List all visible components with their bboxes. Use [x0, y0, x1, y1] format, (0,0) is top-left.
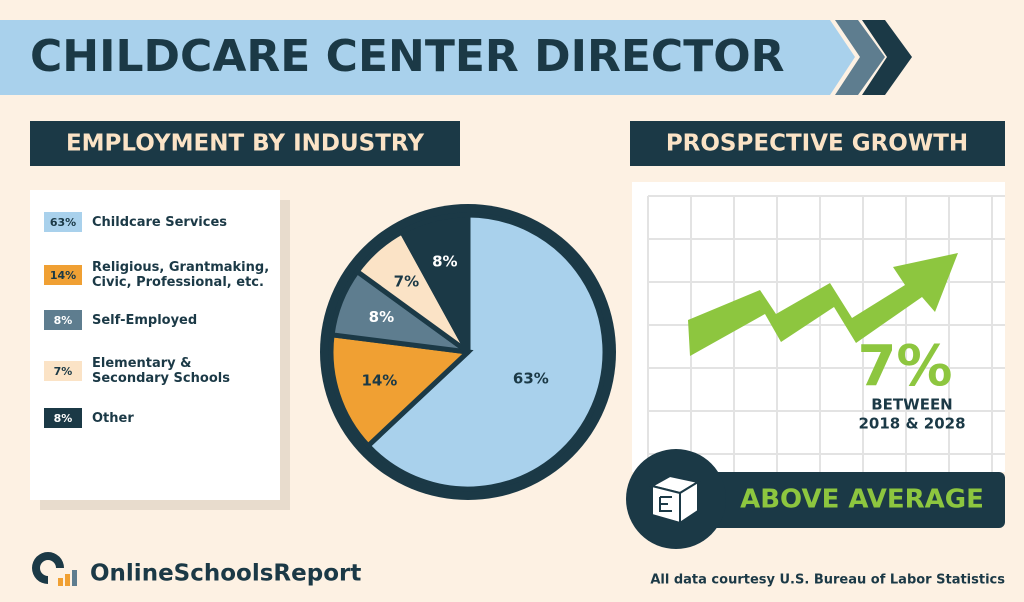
slice-label: 14% — [361, 371, 397, 389]
block-icon — [649, 474, 701, 525]
slice-label: 63% — [513, 370, 549, 388]
section-header — [30, 121, 460, 166]
legend: 63% Childcare Services 14% Religious, Grant… — [30, 190, 280, 500]
legend-item: 63% Childcare Services — [44, 212, 227, 232]
legend-label: Religious, Grantmaking, Civic, Professio… — [92, 260, 270, 290]
pie-slice — [364, 212, 608, 492]
slice-label: 8% — [369, 308, 394, 326]
title-banner — [0, 20, 855, 95]
legend-item: 7% Elementary & Secondary Schools — [44, 356, 230, 386]
legend-label: Self-Employed — [92, 312, 198, 328]
growth-arrow — [688, 253, 958, 356]
slice-label: 7% — [394, 273, 419, 291]
legend-badge: 8% — [44, 408, 82, 428]
legend-badge: 8% — [44, 310, 82, 330]
source-note: All data courtesy U.S. Bureau of Labor S… — [650, 573, 1005, 588]
growth-caption: BETWEEN — [871, 396, 953, 414]
section-title: PROSPECTIVE GROWTH — [666, 131, 968, 157]
brand-logo — [32, 552, 77, 586]
pie-slice — [328, 332, 474, 450]
pie-chart: 63%14%8%7%8% — [320, 204, 616, 500]
legend-label: Other — [92, 410, 134, 426]
rating-text: ABOVE AVERAGE — [740, 485, 984, 515]
growth-caption: 2018 & 2028 — [858, 415, 965, 433]
legend-item: 8% Other — [44, 408, 134, 428]
chevron — [862, 20, 912, 95]
legend-badge: 14% — [44, 265, 82, 285]
legend-label: Elementary & Secondary Schools — [92, 356, 230, 386]
legend-badge: 7% — [44, 361, 82, 381]
legend-item: 14% Religious, Grantmaking, Civic, Profes… — [44, 260, 269, 290]
pie-slice — [398, 212, 471, 354]
page-title: CHILDCARE CENTER DIRECTOR — [30, 31, 785, 82]
chevron — [835, 20, 885, 95]
section-header — [630, 121, 1005, 166]
legend-item: 8% Self-Employed — [44, 310, 197, 330]
legend-label: Childcare Services — [92, 214, 228, 230]
growth-value: 7% — [857, 334, 952, 399]
rating-bar — [660, 472, 1005, 528]
legend-badge: 63% — [44, 212, 82, 232]
slice-label: 8% — [432, 252, 457, 270]
brand-name: OnlineSchoolsReport — [90, 561, 361, 587]
section-title: EMPLOYMENT BY INDUSTRY — [66, 131, 424, 157]
